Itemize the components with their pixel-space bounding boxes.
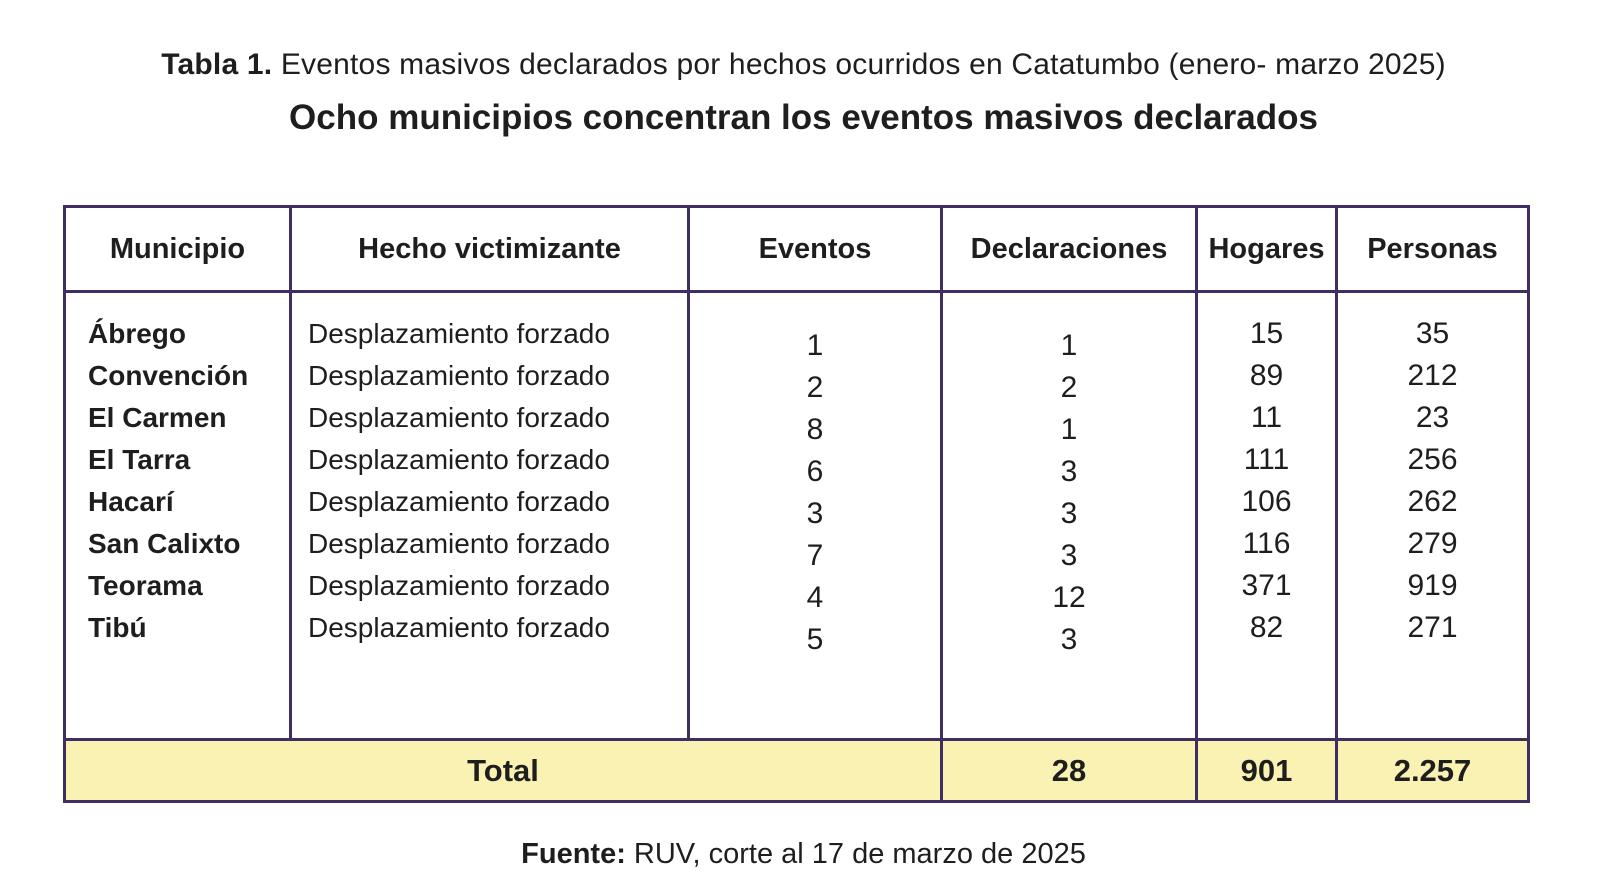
row-cell-hecho: Desplazamiento forzado — [308, 402, 610, 433]
row-cell-municipio: San Calixto — [88, 528, 241, 559]
row-cell-declaraciones: 3 — [1060, 623, 1078, 656]
row-cell-eventos: 4 — [806, 581, 824, 614]
row-cell-hogares: 371 — [1241, 569, 1292, 602]
row-cell-declaraciones: 3 — [1060, 539, 1078, 572]
row-cell-hogares: 116 — [1242, 527, 1291, 560]
row-cell-eventos: 1 — [806, 329, 824, 362]
row-cell-municipio: Hacarí — [88, 486, 174, 517]
table-subtitle: Ocho municipios concentran los eventos m… — [289, 98, 1318, 137]
row-cell-declaraciones: 3 — [1060, 497, 1078, 530]
row-cell-personas: 279 — [1407, 527, 1458, 560]
row-cell-municipio: El Tarra — [88, 444, 191, 475]
row-cell-eventos: 3 — [806, 497, 824, 530]
column-header-municipio: Municipio — [66, 208, 292, 293]
row-cell-hecho: Desplazamiento forzado — [308, 318, 610, 349]
body-column-hecho-victimizante: Desplazamiento forzado Desplazamiento for… — [292, 293, 690, 738]
body-column-hogares: 15 89 11 111 106 116 371 82 — [1198, 293, 1338, 738]
row-cell-hogares: 89 — [1249, 359, 1284, 392]
row-cell-hogares: 82 — [1249, 611, 1284, 644]
events-table: Municipio Hecho victimizante Eventos Dec… — [63, 205, 1530, 803]
row-cell-hecho: Desplazamiento forzado — [308, 360, 610, 391]
row-cell-municipio: Tibú — [88, 612, 147, 643]
column-header-personas: Personas — [1338, 208, 1527, 293]
total-declaraciones: 28 — [943, 738, 1198, 800]
row-cell-declaraciones: 1 — [1060, 413, 1078, 446]
source-note-label: Fuente: — [521, 838, 626, 870]
row-cell-personas: 919 — [1407, 569, 1458, 602]
row-cell-hogares: 11 — [1250, 401, 1283, 434]
row-cell-declaraciones: 2 — [1060, 371, 1078, 404]
row-cell-personas: 35 — [1415, 317, 1450, 350]
row-cell-hecho: Desplazamiento forzado — [308, 570, 610, 601]
body-column-personas: 35 212 23 256 262 279 919 271 — [1338, 293, 1527, 738]
row-cell-hogares: 111 — [1243, 443, 1290, 476]
total-hogares: 901 — [1198, 738, 1338, 800]
row-cell-hogares: 15 — [1249, 317, 1284, 350]
total-row-label: Total — [66, 738, 943, 800]
row-cell-eventos: 2 — [806, 371, 824, 404]
row-cell-eventos: 8 — [806, 413, 824, 446]
row-cell-hogares: 106 — [1241, 485, 1292, 518]
table-title-label: Tabla 1. — [161, 48, 273, 81]
row-cell-municipio: Convención — [88, 360, 249, 391]
table-title-text: Eventos masivos declarados por hechos oc… — [272, 48, 1446, 81]
column-header-declaraciones: Declaraciones — [943, 208, 1198, 293]
row-cell-municipio: El Carmen — [88, 402, 227, 433]
column-header-hogares: Hogares — [1198, 208, 1338, 293]
row-cell-personas: 262 — [1407, 485, 1458, 518]
column-header-eventos: Eventos — [690, 208, 943, 293]
body-column-municipio: Ábrego Convención El Carmen El Tarra Hacarí S… — [66, 293, 292, 738]
row-cell-declaraciones: 1 — [1060, 329, 1078, 362]
row-cell-hecho: Desplazamiento forzado — [308, 486, 610, 517]
total-personas: 2.257 — [1338, 738, 1527, 800]
row-cell-personas: 271 — [1407, 611, 1458, 644]
source-note: Fuente: RUV, corte al 17 de marzo de 202… — [0, 838, 1607, 871]
row-cell-personas: 256 — [1407, 443, 1458, 476]
row-cell-hecho: Desplazamiento forzado — [308, 444, 610, 475]
row-cell-municipio: Ábrego — [88, 318, 186, 349]
row-cell-eventos: 5 — [806, 623, 824, 656]
row-cell-hecho: Desplazamiento forzado — [308, 612, 610, 643]
table-title: Tabla 1. Eventos masivos declarados por … — [0, 48, 1607, 82]
row-cell-eventos: 7 — [806, 539, 824, 572]
source-note-text: RUV, corte al 17 de marzo de 2025 — [625, 838, 1086, 870]
column-header-hecho-victimizante: Hecho victimizante — [292, 208, 690, 293]
body-column-declaraciones: 1 2 1 3 3 3 12 3 — [943, 293, 1198, 738]
row-cell-declaraciones: 3 — [1060, 455, 1078, 488]
row-cell-declaraciones: 12 — [1052, 581, 1086, 614]
row-cell-municipio: Teorama — [88, 570, 203, 601]
row-cell-personas: 23 — [1415, 401, 1450, 434]
row-cell-personas: 212 — [1407, 359, 1458, 392]
body-column-eventos: 1 2 8 6 3 7 4 5 — [690, 293, 943, 738]
row-cell-eventos: 6 — [806, 455, 824, 488]
row-cell-hecho: Desplazamiento forzado — [308, 528, 610, 559]
